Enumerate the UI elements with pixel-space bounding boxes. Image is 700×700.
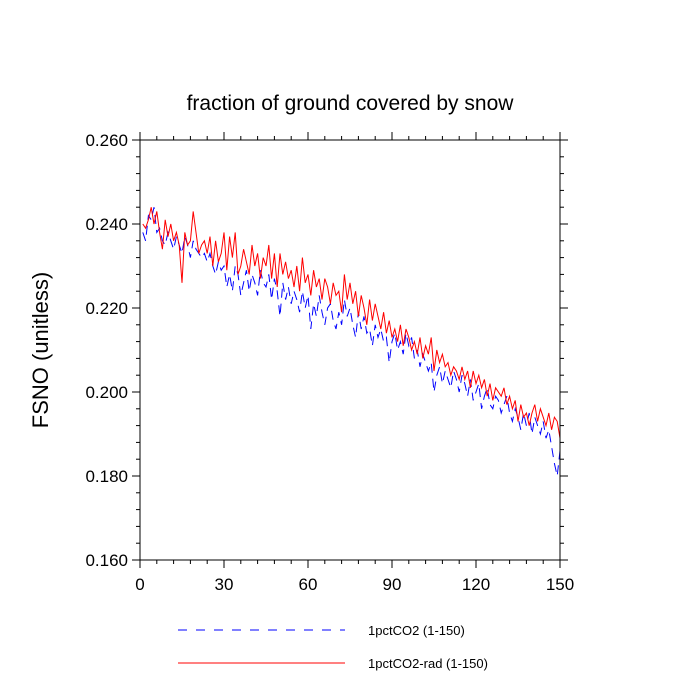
x-tick-label: 90 xyxy=(383,575,402,594)
y-tick-label: 0.240 xyxy=(85,215,128,234)
axes-layer: 0 30 60 90 120 150 0.160 0.180 0.200 0.220 0.240 0.… xyxy=(85,131,574,594)
x-tick-label: 30 xyxy=(215,575,234,594)
chart-title: fraction of ground covered by snow xyxy=(187,92,515,115)
series-line-1 xyxy=(142,207,561,477)
x-tick-label: 0 xyxy=(135,575,144,594)
y-tick-label: 0.200 xyxy=(85,383,128,402)
series-layer xyxy=(142,207,561,477)
legend: 1pctCO2 (1-150) 1pctCO2-rad (1-150) xyxy=(178,623,488,671)
y-tick-label: 0.160 xyxy=(85,551,128,570)
x-tick-label: 60 xyxy=(299,575,318,594)
plot-frame xyxy=(139,139,561,561)
y-tick-label: 0.220 xyxy=(85,299,128,318)
legend-label-2: 1pctCO2-rad (1-150) xyxy=(368,656,488,671)
series-line-2 xyxy=(142,207,561,439)
y-axis-label: FSNO (unitless) xyxy=(28,272,53,428)
y-tick-label: 0.180 xyxy=(85,467,128,486)
x-tick-label: 150 xyxy=(546,575,574,594)
x-tick-label: 120 xyxy=(462,575,490,594)
y-tick-label: 0.260 xyxy=(85,131,128,150)
legend-label-1: 1pctCO2 (1-150) xyxy=(368,623,465,638)
